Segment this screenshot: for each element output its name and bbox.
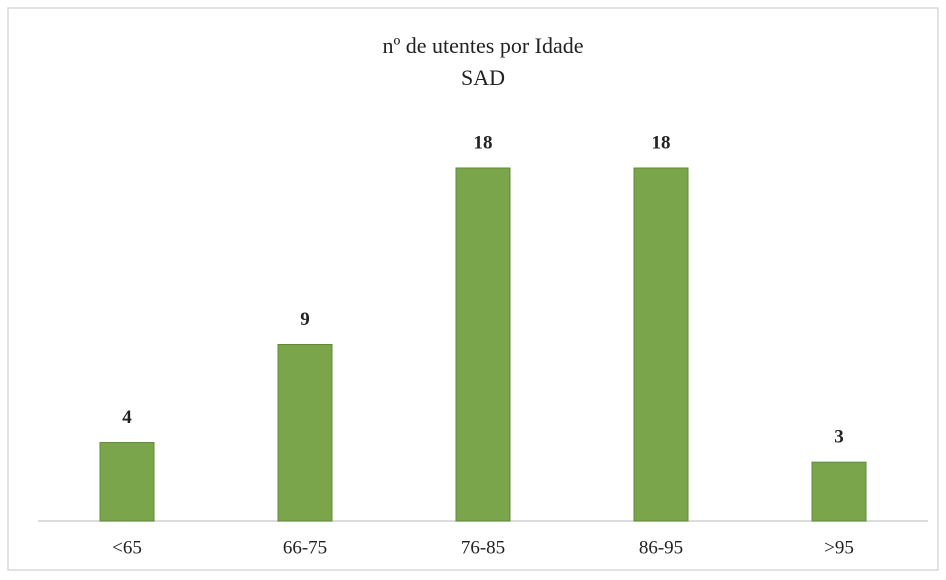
bar xyxy=(633,167,689,522)
bar xyxy=(811,461,867,522)
data-label: 4 xyxy=(122,407,132,428)
chart-title: nº de utentes por Idade xyxy=(382,33,583,58)
data-label: 18 xyxy=(652,132,671,153)
data-label: 3 xyxy=(834,427,844,448)
bar xyxy=(455,167,511,522)
x-tick-label: 66-75 xyxy=(283,537,327,558)
chart-subtitle: SAD xyxy=(461,65,505,90)
x-tick-label: <65 xyxy=(112,537,142,558)
data-label: 9 xyxy=(300,309,310,330)
x-tick-label: 76-85 xyxy=(461,537,505,558)
bar xyxy=(99,442,155,522)
data-label: 18 xyxy=(474,132,493,153)
x-tick-label: >95 xyxy=(824,537,854,558)
bar xyxy=(277,344,333,522)
x-tick-label: 86-95 xyxy=(639,537,683,558)
